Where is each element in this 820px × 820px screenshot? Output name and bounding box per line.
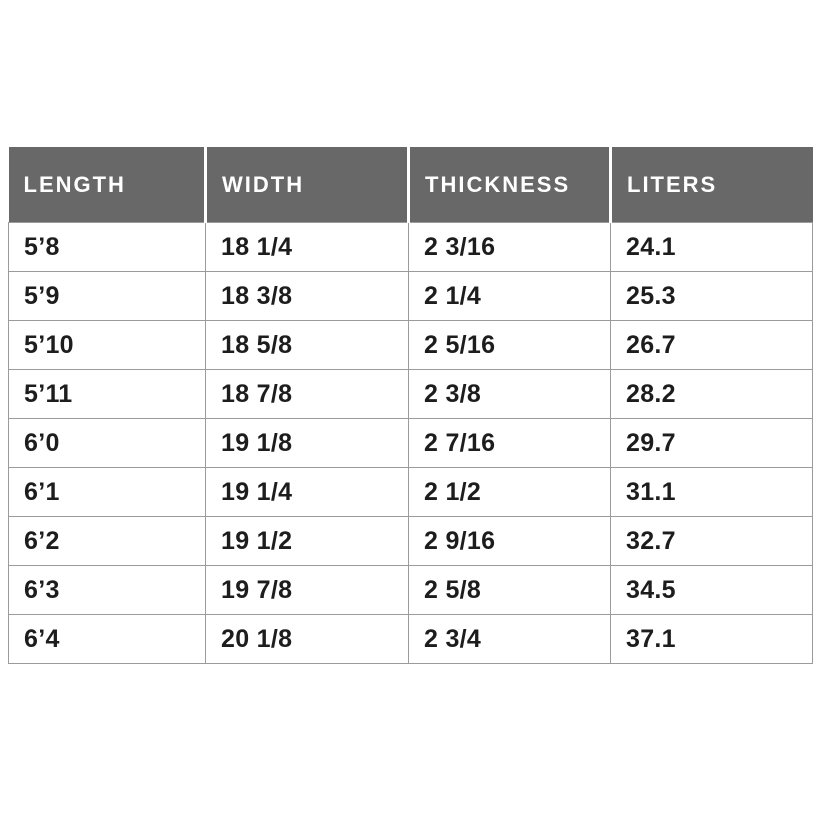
size-chart: LENGTH WIDTH THICKNESS LITERS 5’8 18 1/4… — [8, 147, 813, 664]
cell-width: 19 7/8 — [205, 565, 409, 615]
cell-liters: 26.7 — [610, 320, 813, 370]
cell-liters: 25.3 — [610, 271, 813, 321]
cell-thickness: 2 1/2 — [408, 467, 611, 517]
cell-width: 18 7/8 — [205, 369, 409, 419]
cell-thickness: 2 1/4 — [408, 271, 611, 321]
cell-length: 6’4 — [8, 614, 206, 664]
cell-liters: 37.1 — [610, 614, 813, 664]
cell-length: 6’2 — [8, 516, 206, 566]
cell-liters: 31.1 — [610, 467, 813, 517]
cell-width: 18 3/8 — [205, 271, 409, 321]
cell-width: 18 1/4 — [205, 222, 409, 272]
column-header-width: WIDTH — [204, 147, 409, 223]
cell-length: 5’8 — [8, 222, 206, 272]
cell-thickness: 2 5/16 — [408, 320, 611, 370]
cell-thickness: 2 3/16 — [408, 222, 611, 272]
cell-width: 19 1/8 — [205, 418, 409, 468]
cell-length: 6’0 — [8, 418, 206, 468]
cell-liters: 34.5 — [610, 565, 813, 615]
cell-thickness: 2 7/16 — [408, 418, 611, 468]
cell-width: 19 1/4 — [205, 467, 409, 517]
cell-width: 19 1/2 — [205, 516, 409, 566]
cell-length: 6’3 — [8, 565, 206, 615]
cell-length: 5’10 — [8, 320, 206, 370]
table-row: 6’0 19 1/8 2 7/16 29.7 — [8, 418, 813, 468]
table-row: 5’10 18 5/8 2 5/16 26.7 — [8, 320, 813, 370]
column-header-liters: LITERS — [609, 147, 813, 223]
cell-liters: 29.7 — [610, 418, 813, 468]
table-row: 6’4 20 1/8 2 3/4 37.1 — [8, 614, 813, 664]
column-header-length: LENGTH — [8, 147, 206, 223]
table-row: 6’3 19 7/8 2 5/8 34.5 — [8, 565, 813, 615]
cell-length: 5’11 — [8, 369, 206, 419]
cell-liters: 32.7 — [610, 516, 813, 566]
header-row: LENGTH WIDTH THICKNESS LITERS — [8, 147, 813, 223]
table-row: 5’11 18 7/8 2 3/8 28.2 — [8, 369, 813, 419]
cell-length: 6’1 — [8, 467, 206, 517]
cell-width: 18 5/8 — [205, 320, 409, 370]
cell-length: 5’9 — [8, 271, 206, 321]
cell-liters: 28.2 — [610, 369, 813, 419]
cell-liters: 24.1 — [610, 222, 813, 272]
table-row: 6’2 19 1/2 2 9/16 32.7 — [8, 516, 813, 566]
table-row: 6’1 19 1/4 2 1/2 31.1 — [8, 467, 813, 517]
column-header-thickness: THICKNESS — [407, 147, 611, 223]
cell-thickness: 2 3/8 — [408, 369, 611, 419]
table-row: 5’9 18 3/8 2 1/4 25.3 — [8, 271, 813, 321]
cell-thickness: 2 5/8 — [408, 565, 611, 615]
cell-thickness: 2 3/4 — [408, 614, 611, 664]
size-chart-table: LENGTH WIDTH THICKNESS LITERS 5’8 18 1/4… — [8, 147, 813, 664]
cell-width: 20 1/8 — [205, 614, 409, 664]
table-row: 5’8 18 1/4 2 3/16 24.1 — [8, 222, 813, 272]
cell-thickness: 2 9/16 — [408, 516, 611, 566]
